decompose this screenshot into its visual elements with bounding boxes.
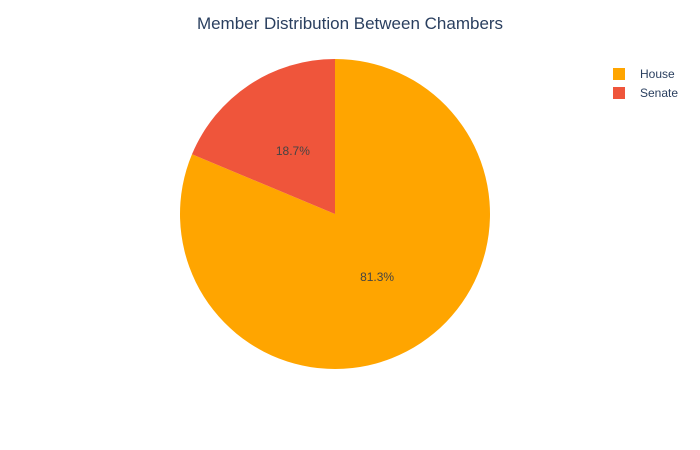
- legend: House Senate: [613, 67, 678, 100]
- pie-slice-senate[interactable]: [191, 59, 335, 214]
- legend-swatch-house[interactable]: [613, 68, 625, 80]
- legend-label-house[interactable]: House: [640, 67, 675, 81]
- slice-label-house: 81.3%: [360, 270, 394, 284]
- chart-title: Member Distribution Between Chambers: [197, 14, 503, 33]
- pie-slices: [180, 59, 491, 369]
- slice-label-senate: 18.7%: [276, 144, 310, 158]
- pie-labels: 81.3% 18.7%: [276, 144, 395, 284]
- legend-label-senate[interactable]: Senate: [640, 86, 678, 100]
- legend-swatch-senate[interactable]: [613, 87, 625, 99]
